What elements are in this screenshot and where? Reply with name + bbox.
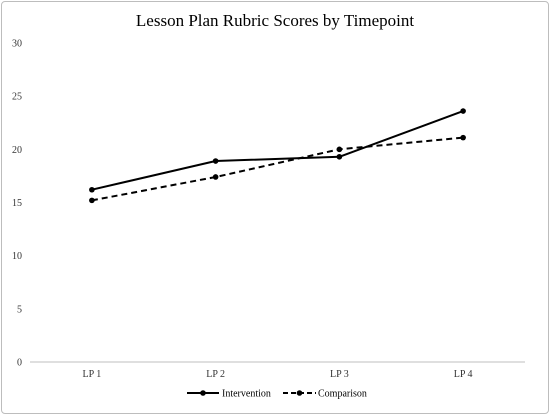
series-line [91, 110, 464, 191]
y-tick-label: 30 [12, 39, 22, 50]
legend-marker [200, 390, 206, 396]
data-point [89, 197, 95, 204]
legend-item: Comparison [283, 389, 367, 400]
x-tick-label: LP 4 [454, 369, 473, 380]
legend-marker [296, 390, 303, 396]
chart-title: Lesson Plan Rubric Scores by Timepoint [136, 11, 414, 30]
data-point [336, 153, 343, 160]
data-point [336, 146, 343, 153]
series-intervention [89, 108, 466, 193]
data-point [212, 158, 219, 164]
y-tick-label: 5 [17, 304, 22, 315]
legend: Intervention Comparison [187, 389, 367, 400]
legend-label: Comparison [318, 389, 367, 400]
legend-label: Intervention [222, 389, 271, 400]
series-layer [89, 108, 466, 204]
data-point [460, 108, 466, 114]
data-point [460, 134, 466, 141]
data-point [89, 186, 95, 193]
x-tick-label: LP 2 [206, 369, 225, 380]
legend-item: Intervention [187, 389, 271, 400]
x-tick-label: LP 3 [330, 369, 349, 380]
x-axis-ticks: LP 1 LP 2 LP 3 LP 4 [82, 369, 472, 380]
y-tick-label: 0 [17, 358, 22, 369]
y-tick-label: 10 [12, 251, 22, 262]
series-comparison [89, 134, 466, 204]
y-axis-ticks: 0 5 10 15 20 25 30 [12, 39, 22, 369]
y-tick-label: 15 [12, 198, 22, 209]
data-point [212, 174, 219, 180]
series-line [91, 136, 464, 202]
x-tick-label: LP 1 [82, 369, 101, 380]
y-tick-label: 20 [12, 145, 22, 156]
y-tick-label: 25 [12, 92, 22, 103]
